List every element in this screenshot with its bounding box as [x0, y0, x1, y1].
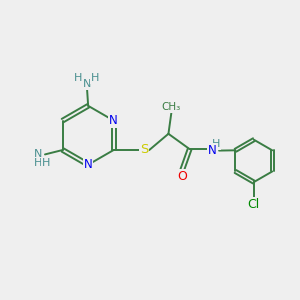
Text: N: N	[208, 144, 217, 157]
Text: S: S	[140, 143, 148, 157]
Text: O: O	[177, 170, 187, 183]
Text: N: N	[84, 158, 92, 171]
Text: H: H	[212, 139, 220, 149]
Text: H: H	[74, 74, 83, 83]
Text: N: N	[82, 79, 91, 89]
Text: H: H	[34, 158, 42, 168]
Text: H: H	[42, 158, 51, 168]
Text: N: N	[34, 149, 42, 159]
Text: Cl: Cl	[248, 198, 260, 211]
Text: H: H	[91, 74, 99, 83]
Text: CH₃: CH₃	[162, 102, 181, 112]
Text: N: N	[109, 114, 118, 127]
